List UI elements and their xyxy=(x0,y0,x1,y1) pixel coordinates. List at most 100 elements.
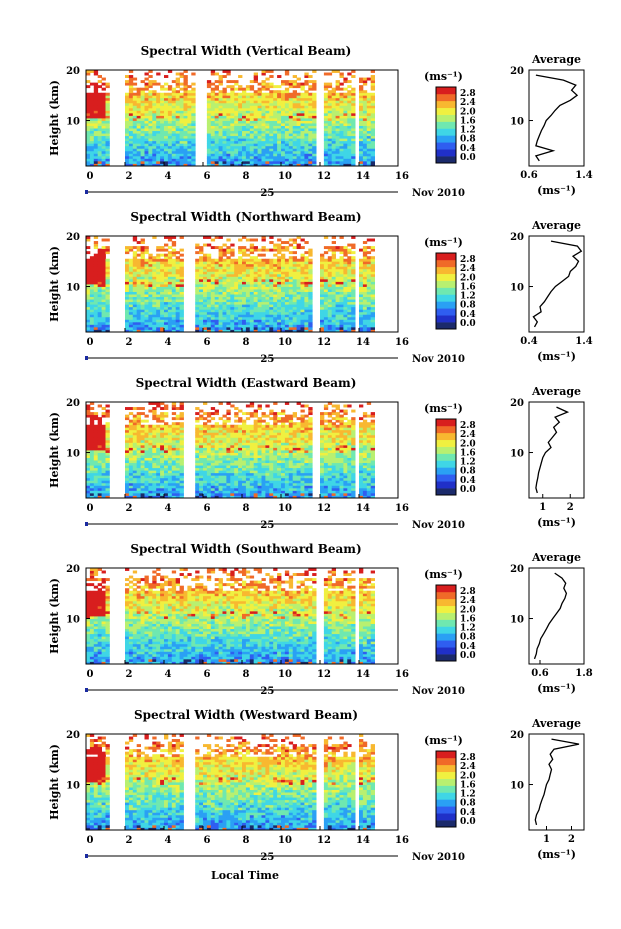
heatmap-cell xyxy=(136,268,141,272)
heatmap-cell xyxy=(351,261,356,265)
heatmap-cell xyxy=(339,266,344,270)
heatmap-cell xyxy=(312,158,317,162)
heatmap-cell xyxy=(265,118,270,121)
heatmap-cell xyxy=(366,309,372,313)
heatmap-cell xyxy=(222,120,227,124)
heatmap-cell xyxy=(148,268,153,272)
heatmap-cell xyxy=(175,150,180,154)
heatmap-cell xyxy=(253,319,258,323)
heatmap-cell xyxy=(179,289,184,292)
heatmap-cell xyxy=(323,286,329,290)
heatmap-cell xyxy=(218,92,223,96)
heatmap-cell xyxy=(320,289,325,292)
heatmap-cell xyxy=(222,75,227,78)
heatmap-cell xyxy=(86,492,91,496)
heatmap-cell xyxy=(331,324,336,328)
heatmap-cell xyxy=(171,284,177,287)
heatmap-cell xyxy=(257,326,262,330)
heatmap-cell xyxy=(210,107,216,111)
heatmap-cell xyxy=(140,329,145,332)
heatmap-cell xyxy=(86,102,91,106)
heatmap-cell xyxy=(222,107,227,111)
heatmap-cell xyxy=(242,258,247,262)
heatmap-cell xyxy=(335,160,340,164)
heatmap-cell xyxy=(323,138,329,142)
heatmap-cell xyxy=(206,266,212,270)
heatmap-cell xyxy=(160,467,165,471)
heatmap-cell xyxy=(164,316,169,320)
heatmap-cell xyxy=(148,130,153,134)
heatmap-cell xyxy=(304,153,309,157)
heatmap-cell xyxy=(210,299,216,303)
heatmap-cell xyxy=(230,276,235,280)
heatmap-cell xyxy=(261,319,266,323)
heatmap-cell xyxy=(105,299,110,303)
heatmap-cell xyxy=(93,112,99,116)
heatmap-cell xyxy=(171,80,177,84)
heatmap-cell xyxy=(156,447,161,451)
heatmap-cell xyxy=(292,130,297,134)
colorbar-segment xyxy=(436,301,456,309)
heatmap-cell xyxy=(304,263,309,267)
heatmap-cell xyxy=(351,251,356,255)
heatmap-cell xyxy=(152,143,157,147)
heatmap-cell xyxy=(144,434,149,438)
heatmap-cell xyxy=(269,125,274,129)
heatmap-cell xyxy=(292,263,297,267)
heatmap-cell xyxy=(269,306,274,310)
heatmap-cell xyxy=(183,92,188,96)
heatmap-cell xyxy=(292,158,297,162)
heatmap-cell xyxy=(261,95,266,99)
heatmap-cell xyxy=(292,281,297,285)
heatmap-cell xyxy=(238,324,243,328)
heatmap-cell xyxy=(257,268,262,272)
heatmap-cell xyxy=(171,432,177,436)
heatmap-cell xyxy=(89,281,95,285)
heatmap-cell xyxy=(132,286,138,290)
heatmap-cell xyxy=(136,158,141,162)
heatmap-cell xyxy=(140,276,145,280)
heatmap-cell xyxy=(101,495,106,498)
heatmap-cell xyxy=(238,102,243,106)
heatmap-cell xyxy=(167,294,173,298)
heatmap-cell xyxy=(327,95,333,99)
heatmap-cell xyxy=(245,273,251,277)
heatmap-cell xyxy=(304,143,309,147)
heatmap-cell xyxy=(203,276,208,280)
heatmap-cell xyxy=(132,457,138,461)
heatmap-cell xyxy=(152,296,157,300)
heatmap-cell xyxy=(128,444,134,448)
heatmap-cell xyxy=(366,321,372,325)
heatmap-cell xyxy=(210,128,216,132)
heatmap-cell xyxy=(281,138,286,142)
heatmap-cell xyxy=(214,309,219,313)
heatmap-cell xyxy=(281,135,286,139)
heatmap-cell xyxy=(89,462,95,466)
heatmap-cell xyxy=(167,450,173,453)
heatmap-cell xyxy=(284,107,290,111)
heatmap-cell xyxy=(304,261,309,265)
heatmap-cell xyxy=(156,434,161,438)
heatmap-cell xyxy=(199,278,204,282)
heatmap-cell xyxy=(331,92,336,96)
heatmap-cell xyxy=(218,276,223,280)
heatmap-cell xyxy=(245,261,251,265)
heatmap-cell xyxy=(179,286,184,290)
heatmap-cell xyxy=(249,125,255,129)
heatmap-cell xyxy=(156,125,161,129)
heatmap-cell xyxy=(160,135,165,139)
heatmap-cells xyxy=(86,236,375,332)
heatmap-cell xyxy=(257,316,262,320)
heatmap-cell xyxy=(327,329,333,332)
heatmap-cell xyxy=(214,281,219,285)
heatmap-cell xyxy=(156,442,161,446)
heatmap-cell xyxy=(144,87,149,91)
heatmap-cell xyxy=(206,326,212,330)
heatmap-cell xyxy=(210,115,216,119)
heatmap-cell xyxy=(152,289,157,292)
heatmap-cell xyxy=(320,314,325,318)
heatmap-cell xyxy=(249,153,255,157)
heatmap-cell xyxy=(312,100,317,104)
heatmap-cell xyxy=(288,105,294,109)
date-axis-marker xyxy=(85,190,88,194)
